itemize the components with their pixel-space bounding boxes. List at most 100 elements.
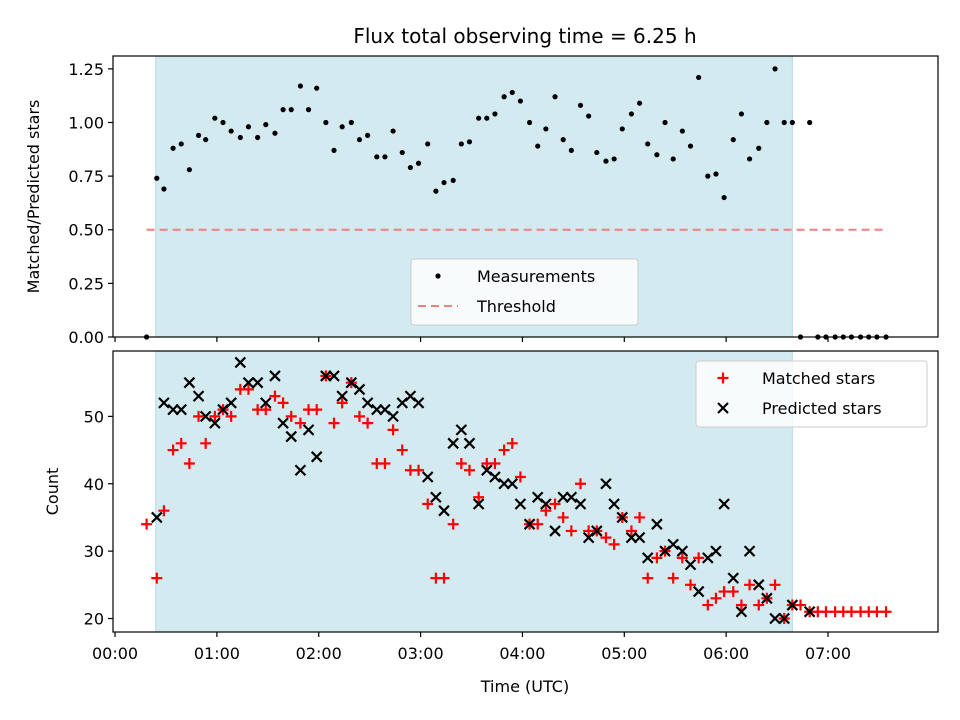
matched-stars-point xyxy=(413,464,425,476)
measurement-point xyxy=(662,119,668,126)
measurement-point xyxy=(407,164,414,171)
matched-stars-point xyxy=(379,458,391,470)
measurement-point xyxy=(517,98,524,104)
y-tick-label: 1.00 xyxy=(68,113,104,132)
series-matched-stars xyxy=(141,370,892,625)
measurement-point xyxy=(543,126,549,132)
predicted-stars-point xyxy=(743,545,756,557)
measurement-point xyxy=(297,83,304,89)
predicted-stars-point xyxy=(158,397,170,409)
predicted-stars-point xyxy=(430,491,442,504)
matched-stars-point xyxy=(667,572,679,584)
measurement-point xyxy=(705,173,711,179)
matched-stars-point xyxy=(565,525,577,537)
measurement-point xyxy=(738,111,745,117)
predicted-stars-point xyxy=(328,370,340,382)
measurement-point xyxy=(288,107,294,113)
measurement-point xyxy=(603,158,609,164)
matched-stars-point xyxy=(514,471,526,483)
matched-stars-point xyxy=(294,417,306,429)
predicted-stars-point xyxy=(778,612,790,625)
predicted-stars-point xyxy=(225,397,237,409)
measurement-point xyxy=(526,119,533,126)
predicted-stars-point xyxy=(600,477,612,490)
matched-stars-point xyxy=(242,383,254,395)
measurement-point xyxy=(670,156,676,162)
matched-stars-point xyxy=(455,458,467,470)
plot-frame xyxy=(112,350,939,633)
predicted-stars-point xyxy=(735,606,748,618)
legend-box xyxy=(410,258,639,326)
measurement-point xyxy=(679,128,685,134)
matched-stars-point xyxy=(769,579,781,591)
matched-stars-point xyxy=(183,458,195,470)
x-tick-label: 02:00 xyxy=(296,644,342,663)
measurement-point xyxy=(713,171,719,177)
legend-count: Matched stars Predicted stars xyxy=(695,360,928,428)
y-tick-label: 40 xyxy=(84,475,104,494)
measurement-point xyxy=(245,124,252,130)
matched-stars-point xyxy=(498,444,510,456)
measurement-point xyxy=(594,149,600,156)
measurement-point xyxy=(382,154,388,160)
predicted-stars-point xyxy=(608,498,620,510)
measurement-point xyxy=(323,119,329,126)
matched-stars-point xyxy=(285,410,297,422)
measurement-point xyxy=(390,128,396,134)
matched-stars-point xyxy=(532,518,544,530)
predicted-stars-point xyxy=(277,417,289,429)
matched-stars-point xyxy=(795,599,806,611)
predicted-stars-point xyxy=(175,403,188,416)
predicted-stars-point xyxy=(616,511,629,524)
predicted-stars-point xyxy=(506,477,519,490)
predicted-stars-point xyxy=(269,370,281,382)
predicted-stars-point xyxy=(353,383,366,396)
legend-label: Measurements xyxy=(477,267,595,286)
measurement-point xyxy=(552,94,558,100)
measurement-point xyxy=(399,149,405,156)
predicted-stars-point xyxy=(786,599,799,611)
measurement-point xyxy=(425,141,431,147)
measurement-point xyxy=(305,107,312,113)
matched-stars-point xyxy=(718,586,730,598)
predicted-stars-point xyxy=(285,430,298,443)
matched-stars-point xyxy=(557,511,569,523)
matched-stars-point xyxy=(744,579,756,591)
matched-stars-point xyxy=(225,410,237,422)
measurement-point xyxy=(220,119,226,126)
ratio-axes: 0.00 0.25 0.50 0.75 1.00 1.25 xyxy=(68,55,939,347)
predicted-stars-point xyxy=(455,424,468,436)
x-tick-label: 04:00 xyxy=(499,644,545,663)
measurement-point xyxy=(237,134,243,141)
matched-stars-point xyxy=(608,538,620,550)
matched-stars-point xyxy=(167,444,179,456)
measurement-point xyxy=(772,66,778,72)
matched-stars-point xyxy=(693,552,705,564)
measurement-point xyxy=(170,145,176,151)
predicted-stars-point xyxy=(294,464,307,477)
matched-stars-point xyxy=(260,404,272,416)
measurement-point xyxy=(186,167,192,173)
predicted-stars-point xyxy=(692,585,705,598)
matched-stars-point xyxy=(489,458,501,470)
matched-stars-point xyxy=(269,390,281,402)
matched-stars-point xyxy=(549,498,561,510)
predicted-stars-point xyxy=(633,531,646,544)
measurement-point xyxy=(501,94,507,100)
measurement-point xyxy=(203,137,209,143)
measurement-point xyxy=(178,141,184,147)
matched-stars-point xyxy=(634,511,646,523)
measurement-point xyxy=(577,102,584,108)
matched-stars-point xyxy=(685,579,696,591)
predicted-stars-point xyxy=(574,498,587,510)
predicted-stars-point xyxy=(251,376,264,389)
predicted-stars-point xyxy=(361,397,374,409)
predicted-stars-point xyxy=(514,498,527,510)
predicted-stars-point xyxy=(540,498,552,510)
matched-stars-point xyxy=(642,572,654,584)
y-tick-label: 20 xyxy=(84,610,104,629)
series-predicted-stars xyxy=(151,356,816,625)
predicted-stars-point xyxy=(302,424,315,436)
predicted-stars-point xyxy=(718,498,730,510)
